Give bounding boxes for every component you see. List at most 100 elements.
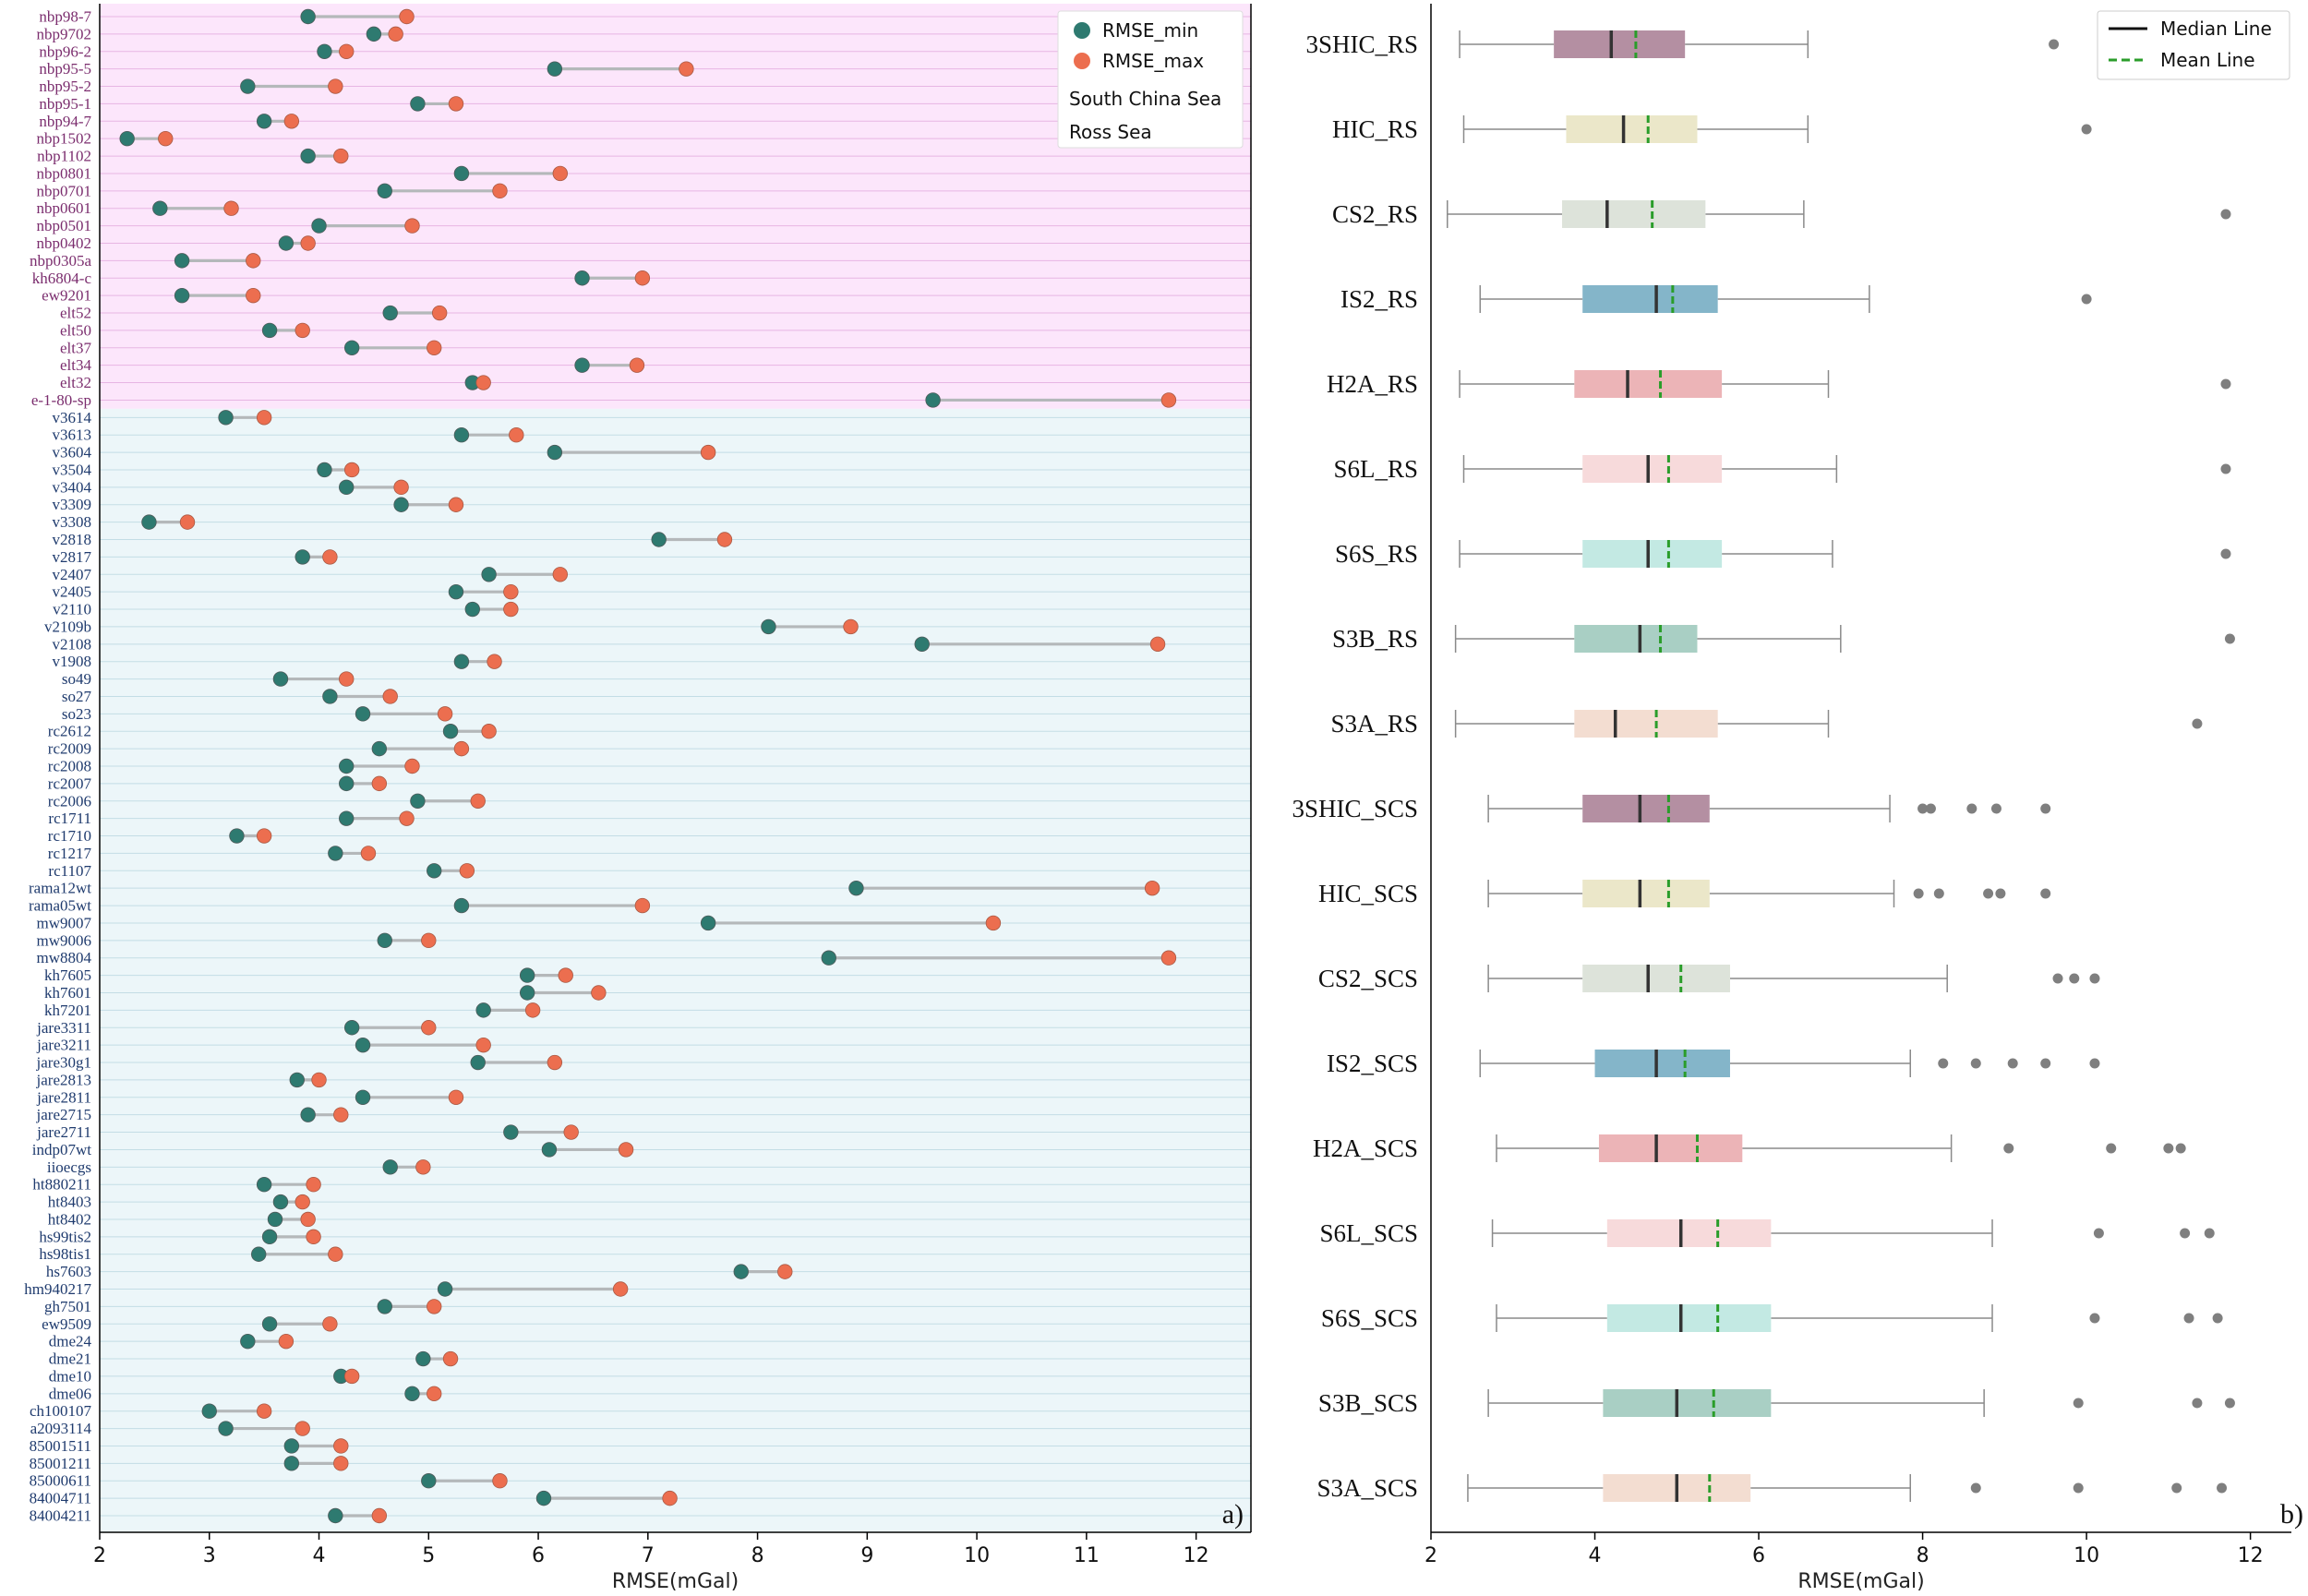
rmse-max-point xyxy=(1160,950,1177,966)
rmse-max-point xyxy=(306,1229,321,1245)
rmse-min-point xyxy=(410,96,426,112)
station-label: v2818 xyxy=(53,531,92,548)
rmse-min-point xyxy=(519,985,535,1001)
station-label: a2093114 xyxy=(30,1420,92,1437)
rmse-min-point xyxy=(651,532,667,547)
rmse-max-point xyxy=(558,967,573,983)
x-tick-label: 6 xyxy=(532,1544,545,1567)
dataset-label: 3SHIC_RS xyxy=(1305,30,1418,58)
outlier-point xyxy=(2040,1058,2051,1069)
rmse-max-point xyxy=(591,985,607,1001)
box-iqr xyxy=(1574,625,1698,653)
outlier-point xyxy=(2089,1313,2100,1324)
panel-b-tag: b) xyxy=(2280,1499,2303,1530)
rmse-max-point xyxy=(700,444,716,461)
rmse-max-point xyxy=(427,1299,442,1314)
rmse-min-point xyxy=(343,1020,360,1036)
rmse-min-point xyxy=(393,497,409,512)
station-label: nbp94-7 xyxy=(39,113,91,130)
station-label: hm940217 xyxy=(24,1280,91,1298)
rmse-max-point xyxy=(492,183,508,199)
rmse-max-point xyxy=(634,897,651,914)
rmse-max-point xyxy=(503,601,519,618)
rmse-min-point xyxy=(339,810,355,826)
rmse-min-point xyxy=(267,1211,283,1228)
rmse-max-point xyxy=(563,1124,579,1140)
rmse-max-point xyxy=(328,1246,343,1262)
rmse-max-point xyxy=(475,1037,491,1053)
station-label: elt50 xyxy=(60,321,91,339)
station-label: v3308 xyxy=(53,513,92,531)
box-iqr xyxy=(1598,1134,1743,1162)
station-label: rc2009 xyxy=(48,740,91,758)
rmse-max-point xyxy=(421,1020,437,1036)
rmse-min-point xyxy=(453,427,470,443)
station-label: nbp0801 xyxy=(37,164,92,182)
outlier-point xyxy=(2175,1143,2186,1154)
legend-south-china-sea-label: South China Sea xyxy=(1069,88,1221,110)
rmse-min-point xyxy=(256,1177,272,1193)
box-iqr xyxy=(1582,285,1718,313)
rmse-min-point xyxy=(453,897,470,914)
panel-a-legend: RMSE_min RMSE_max South China Sea Ross S… xyxy=(1057,10,1244,149)
station-label: mw8804 xyxy=(37,949,92,966)
rmse-min-point xyxy=(547,61,563,77)
rmse-min-point xyxy=(322,689,338,704)
rmse-max-point xyxy=(404,758,420,774)
box-iqr xyxy=(1554,30,1686,58)
outlier-point xyxy=(1983,888,1994,899)
station-label: kh6804-c xyxy=(32,270,92,287)
outlier-point xyxy=(2204,1228,2215,1239)
rmse-max-point xyxy=(487,654,502,669)
rmse-min-point xyxy=(366,26,382,42)
rmse-max-point xyxy=(322,1316,338,1332)
station-label: 85001511 xyxy=(30,1437,91,1455)
rmse-max-point xyxy=(339,671,355,687)
legend-ross-sea-label: Ross Sea xyxy=(1069,121,1152,143)
rmse-max-point xyxy=(716,532,733,547)
rmse-min-point xyxy=(355,1089,371,1105)
rmse-max-point xyxy=(427,340,442,355)
outlier-point xyxy=(1966,803,1977,814)
station-label: hs7603 xyxy=(46,1263,91,1280)
station-label: so23 xyxy=(62,705,91,723)
station-label: mw9007 xyxy=(37,914,92,931)
rmse-min-point xyxy=(300,148,316,164)
rmse-max-point xyxy=(448,96,464,112)
rmse-max-point xyxy=(256,1403,272,1419)
station-label: jare2811 xyxy=(36,1088,91,1106)
rmse-min-point xyxy=(283,1456,300,1471)
outlier-point xyxy=(2003,1143,2014,1154)
station-label: hs99tis2 xyxy=(39,1228,91,1245)
panel-a-station-labels: nbp98-7nbp9702nbp96-2nbp95-5nbp95-2nbp95… xyxy=(24,8,91,1525)
rmse-min-point xyxy=(377,1299,392,1314)
x-tick-label: 2 xyxy=(93,1544,106,1567)
rmse-min-point xyxy=(289,1072,305,1088)
station-label: nbp9702 xyxy=(37,25,92,42)
x-tick-label: 12 xyxy=(1184,1544,1209,1567)
south-china-sea-background xyxy=(100,408,1251,1532)
rmse-min-point xyxy=(141,514,157,530)
station-label: nbp98-7 xyxy=(39,8,91,26)
rmse-max-point xyxy=(629,357,645,373)
station-label: rama12wt xyxy=(29,880,91,897)
dataset-label: S6L_SCS xyxy=(1319,1219,1418,1247)
rmse-min-point xyxy=(240,78,256,94)
legend-median-label: Median Line xyxy=(2160,18,2272,40)
station-label: v3604 xyxy=(53,444,92,462)
rmse-max-point xyxy=(300,235,316,251)
rmse-min-point xyxy=(541,1142,558,1158)
rmse-max-point xyxy=(306,1177,321,1193)
rmse-min-point xyxy=(503,1124,519,1140)
rmse-min-point xyxy=(427,863,442,879)
rmse-min-point xyxy=(377,183,392,199)
station-label: jare3311 xyxy=(36,1019,91,1037)
rmse-max-point xyxy=(311,1072,327,1088)
rmse-max-point xyxy=(503,583,519,600)
rmse-min-point xyxy=(547,444,563,461)
outlier-point xyxy=(2040,803,2051,814)
dataset-label: CS2_RS xyxy=(1332,200,1418,228)
station-label: nbp0402 xyxy=(37,234,92,252)
box-iqr xyxy=(1582,795,1710,822)
rmse-max-point xyxy=(431,305,448,321)
